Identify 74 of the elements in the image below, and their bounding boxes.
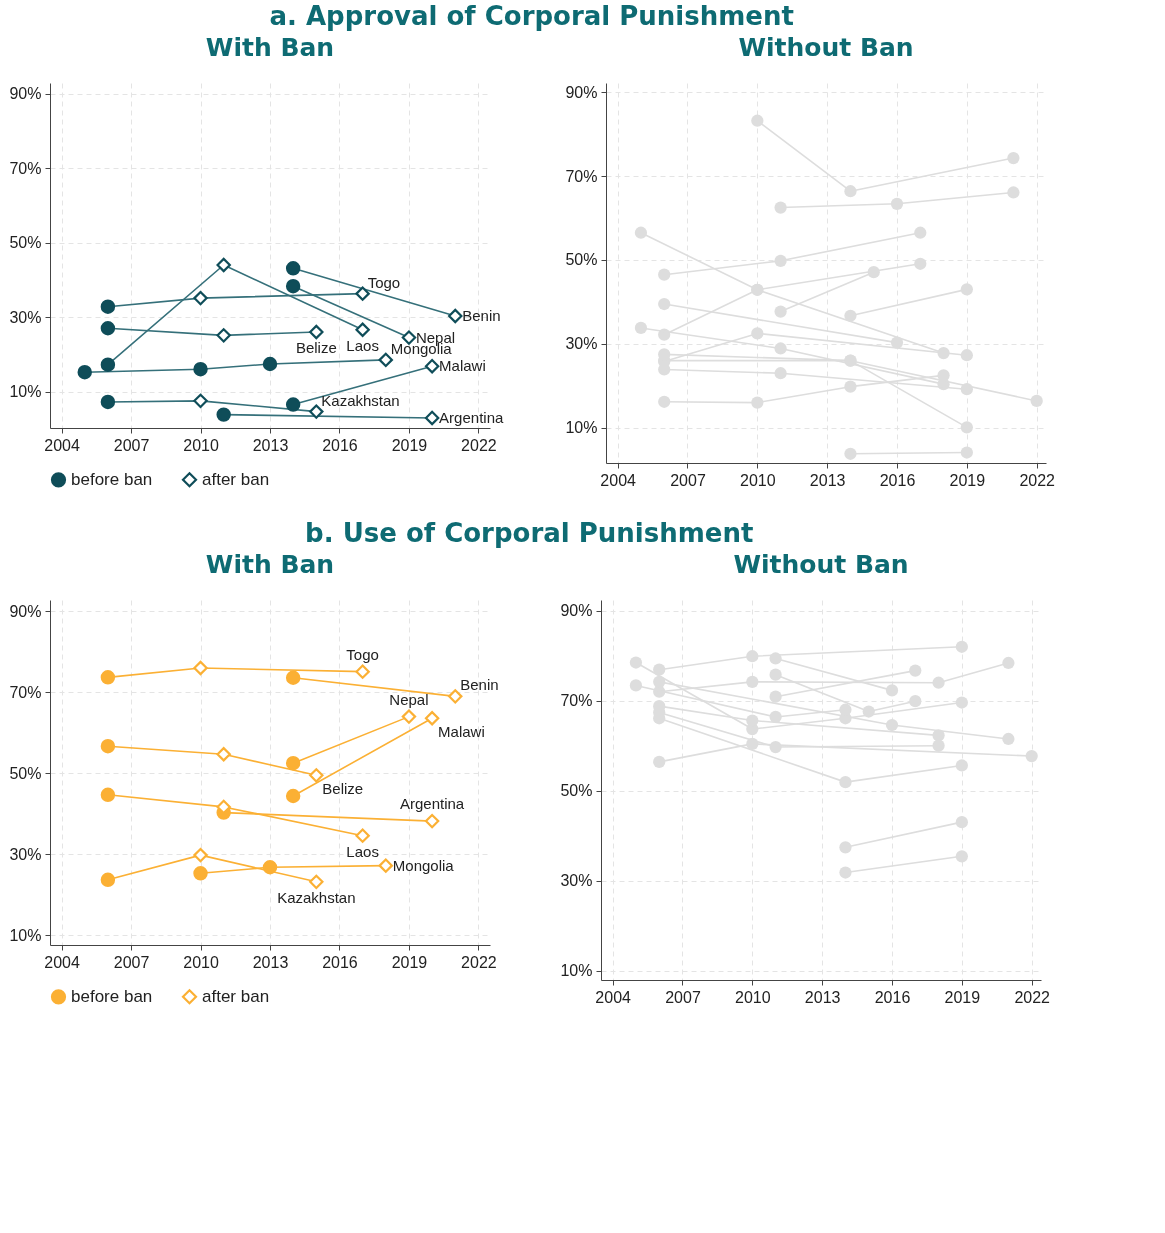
x-tick-label: 2016: [874, 988, 911, 1006]
annotation: Benin: [460, 676, 499, 694]
x-tick-label: 2016: [322, 953, 358, 971]
x-tick-label: 2007: [670, 471, 706, 489]
annotation: Malawi: [439, 357, 486, 375]
annotation: Nepal: [389, 690, 429, 708]
legend-label: before ban: [71, 469, 153, 489]
legend-label: after ban: [202, 986, 270, 1006]
annotation: Kazakhstan: [321, 391, 400, 409]
x-tick-label: 2019: [949, 471, 986, 489]
x-tick-label: 2010: [183, 436, 219, 454]
x-tick-label: 2022: [461, 953, 497, 971]
y-tick-label: 50%: [560, 782, 593, 800]
annotation: Togo: [346, 645, 379, 663]
y-tick-label: 70%: [9, 159, 42, 177]
y-tick-label: 10%: [9, 926, 42, 944]
y-tick-label: 50%: [565, 251, 598, 269]
y-tick-label: 30%: [560, 872, 593, 890]
x-tick-label: 2013: [809, 471, 846, 489]
chart-subtitle: Without Ban: [733, 550, 909, 579]
x-tick-label: 2022: [1019, 471, 1056, 489]
annotation: Benin: [462, 306, 501, 324]
x-tick-label: 2004: [600, 471, 637, 489]
chart-subtitle: Without Ban: [738, 33, 914, 62]
annotation: Kazakhstan: [277, 888, 356, 906]
annotation: Belize: [322, 780, 364, 798]
annotation: Mongolia: [392, 856, 455, 874]
annotation: Malawi: [438, 723, 485, 741]
x-tick-label: 2004: [44, 953, 80, 971]
chart-subtitle: With Ban: [205, 550, 335, 579]
x-tick-label: 2022: [1014, 988, 1051, 1006]
chart-title: b. Use of Corporal Punishment: [305, 518, 754, 548]
x-tick-label: 2010: [735, 988, 771, 1006]
y-tick-label: 90%: [9, 85, 42, 103]
y-tick-label: 90%: [565, 83, 598, 101]
annotation: Argentina: [400, 795, 465, 813]
y-tick-label: 10%: [9, 383, 42, 401]
legend-label: after ban: [202, 469, 270, 489]
x-tick-label: 2016: [322, 436, 358, 454]
x-tick-label: 2010: [740, 471, 776, 489]
x-tick-label: 2010: [183, 953, 219, 971]
y-tick-label: 70%: [565, 167, 598, 185]
x-tick-label: 2004: [595, 988, 632, 1006]
y-tick-label: 50%: [9, 234, 42, 252]
x-tick-label: 2007: [113, 436, 150, 454]
x-tick-label: 2013: [252, 436, 289, 454]
x-tick-label: 2022: [461, 436, 497, 454]
x-tick-label: 2019: [391, 953, 428, 971]
legend-label: before ban: [71, 986, 153, 1006]
annotation: Laos: [346, 336, 379, 354]
y-tick-label: 10%: [560, 962, 593, 980]
y-tick-label: 50%: [9, 764, 42, 782]
y-tick-label: 10%: [565, 419, 598, 437]
chart-title: a. Approval of Corporal Punishment: [269, 1, 794, 31]
x-tick-label: 2013: [252, 953, 289, 971]
annotation: Belize: [295, 338, 337, 356]
y-tick-label: 90%: [560, 602, 593, 620]
x-tick-label: 2004: [44, 436, 80, 454]
x-tick-label: 2007: [665, 988, 701, 1006]
x-tick-label: 2016: [879, 471, 916, 489]
x-tick-label: 2007: [113, 953, 150, 971]
x-tick-label: 2019: [944, 988, 981, 1006]
y-tick-label: 30%: [9, 845, 42, 863]
y-tick-label: 70%: [560, 692, 593, 710]
x-tick-label: 2013: [804, 988, 841, 1006]
annotation: Argentina: [439, 408, 504, 426]
annotation: Laos: [346, 842, 379, 860]
y-tick-label: 30%: [9, 308, 42, 326]
y-tick-label: 30%: [565, 335, 598, 353]
y-tick-label: 70%: [9, 683, 42, 701]
annotation: Togo: [367, 273, 401, 291]
chart-subtitle: With Ban: [205, 33, 335, 62]
y-tick-label: 90%: [9, 602, 42, 620]
x-tick-label: 2019: [391, 436, 428, 454]
